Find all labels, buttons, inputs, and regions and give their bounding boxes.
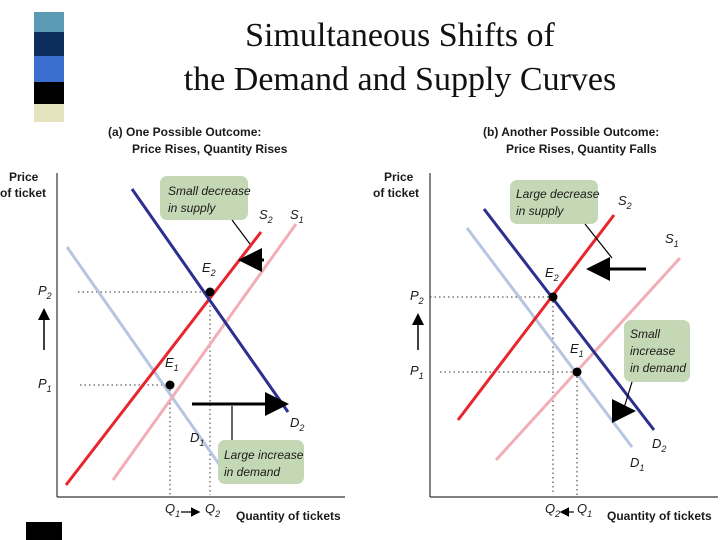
panel-b-heading-line1: (b) Another Possible Outcome:: [483, 125, 659, 139]
panel-a-label-d1: D1: [190, 430, 204, 448]
panel-b-label-p1: P1: [410, 363, 424, 381]
panel-b-y-label-line2: of ticket: [373, 186, 419, 200]
panel-b-callout-right: [624, 320, 690, 382]
panel-a-supply-s1: [111, 223, 298, 481]
panel-a-supply-s2: [64, 231, 263, 486]
panel-a-demand-d1: [65, 246, 230, 478]
panel-b-callout-right-line3: in demand: [630, 361, 686, 375]
panel-a-heading-line2: Price Rises, Quantity Rises: [132, 142, 288, 156]
panel-b-label-e1: E1: [570, 341, 584, 359]
panel-a-demand-d2: [130, 188, 290, 413]
panel-a-callout-bottom-line2: in demand: [224, 465, 280, 479]
panel-b-supply-s2: [456, 214, 616, 421]
decor-square: [34, 82, 64, 104]
decor-square: [34, 104, 64, 122]
decor-square: [34, 56, 64, 82]
panel-b-callout-top: [510, 180, 598, 224]
panel-a-heading-line1: (a) One Possible Outcome:: [108, 125, 261, 139]
panel-a-label-s1: S1: [290, 207, 304, 225]
panel-b-callout-right-line1: Small: [630, 327, 660, 341]
panel-b-label-d2: D2: [652, 436, 666, 454]
panel-a-callout-top-pointer: [231, 219, 251, 245]
panel-b-callout-top-line2: in supply: [516, 204, 564, 218]
panel-a-x-label: Quantity of tickets: [236, 509, 341, 523]
slide-title-line2: the Demand and Supply Curves: [183, 61, 617, 98]
panel-b-supply-s1: [494, 256, 682, 462]
panel-a-e1-point: [165, 380, 175, 390]
panel-a-label-e2: E2: [202, 260, 216, 278]
panel-b: (b) Another Possible Outcome: Price Rise…: [373, 125, 718, 523]
panel-a: (a) One Possible Outcome: Price Rises, Q…: [0, 125, 345, 523]
decor-squares: [34, 0, 64, 122]
panel-b-label-s2: S2: [618, 193, 632, 211]
panel-a-y-label-line1: Price: [9, 170, 39, 184]
panel-b-callout-top-pointer: [584, 223, 613, 259]
panel-b-label-q1: Q1: [577, 501, 592, 519]
panel-b-label-d1: D1: [630, 455, 644, 473]
panel-a-callout-top-line2: in supply: [168, 201, 216, 215]
panel-a-label-s2: S2: [259, 207, 273, 225]
panel-b-demand-d1: [465, 227, 634, 448]
panel-b-callout-top-line1: Large decrease: [516, 187, 600, 201]
slide-title: Simultaneous Shifts of the Demand and Su…: [100, 14, 700, 102]
panel-a-label-q2: Q2: [205, 501, 220, 519]
panel-a-label-d2: D2: [290, 415, 304, 433]
panel-a-callout-top-line1: Small decrease: [168, 184, 251, 198]
panel-b-e2-point: [548, 292, 558, 302]
panel-a-callout-top: [160, 176, 248, 220]
panel-b-e1-point: [572, 367, 582, 377]
panel-b-label-s1: S1: [665, 231, 679, 249]
panel-b-label-q2: Q2: [545, 501, 560, 519]
panel-a-label-p2: P2: [38, 283, 52, 301]
panel-b-callout-right-pointer: [623, 381, 633, 409]
panel-a-y-label-line2: of ticket: [0, 186, 46, 200]
slide-title-line1: Simultaneous Shifts of: [245, 17, 555, 54]
panel-b-x-label: Quantity of tickets: [607, 509, 712, 523]
panel-b-demand-d2: [482, 208, 656, 431]
panel-a-callout-bottom-line1: Large increase: [224, 448, 304, 462]
panel-a-callout-bottom: [218, 440, 304, 484]
decor-square: [34, 32, 64, 56]
decor-square-bottom: [26, 522, 62, 540]
decor-square: [34, 0, 64, 12]
panel-b-label-e2: E2: [545, 265, 559, 283]
decor-square: [34, 12, 64, 32]
panel-b-label-p2: P2: [410, 288, 424, 306]
panel-a-label-p1: P1: [38, 376, 52, 394]
panel-b-callout-right-line2: increase: [630, 344, 676, 358]
panel-a-label-e1: E1: [165, 355, 179, 373]
panel-a-e2-point: [205, 287, 215, 297]
panel-b-heading-line2: Price Rises, Quantity Falls: [506, 142, 657, 156]
panel-b-y-label-line1: Price: [384, 170, 414, 184]
panel-a-label-q1: Q1: [165, 501, 180, 519]
